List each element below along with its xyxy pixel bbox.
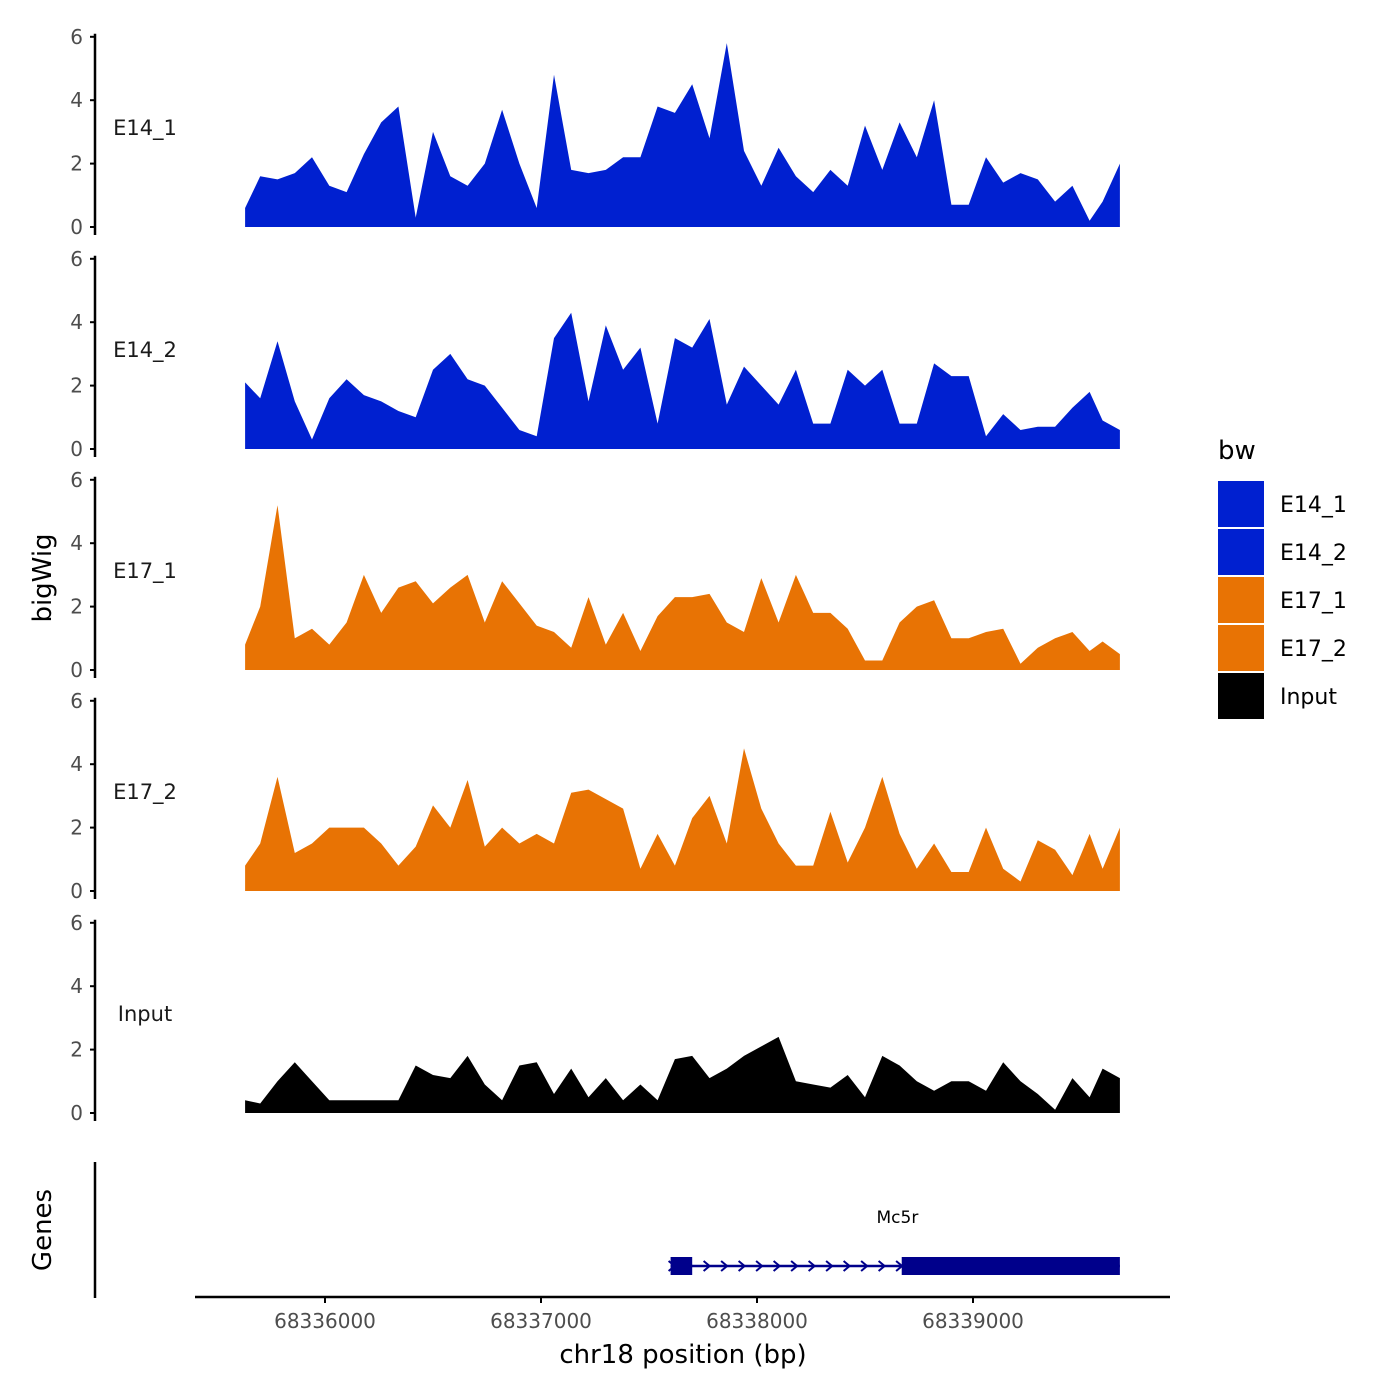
coverage-area-E14_1 [245, 43, 1120, 227]
strand-arrow [807, 1260, 817, 1272]
track-E14_2: 0 2 4 6 E14_2 [70, 247, 1120, 461]
track-E17_2: 0 2 4 6 E17_2 [70, 689, 1120, 903]
y-tick-label: 6 [70, 468, 83, 492]
gene-exon [901, 1257, 1120, 1275]
genes-axis-title: Genes [28, 1189, 58, 1271]
track-label-E14_1: E14_1 [113, 116, 177, 141]
y-axis-title: bigWig [28, 533, 58, 622]
strand-arrow [737, 1260, 747, 1272]
x-axis: 68336000 68337000 68338000 68339000 [195, 1295, 1170, 1333]
y-tick-label: 4 [70, 974, 83, 998]
legend-label-E17_2: E17_2 [1280, 637, 1347, 662]
x-tick-label: 68336000 [274, 1309, 376, 1333]
strand-arrow [755, 1260, 764, 1272]
track-label-E14_2: E14_2 [113, 338, 177, 363]
legend-title: bw [1218, 436, 1256, 466]
x-tick-label: 68339000 [922, 1309, 1024, 1333]
strand-arrow [702, 1260, 712, 1272]
y-tick-label: 4 [70, 531, 83, 555]
track-label-E17_1: E17_1 [113, 559, 177, 584]
y-tick-label: 0 [70, 437, 83, 461]
coverage-area-Input [245, 1036, 1120, 1113]
strand-arrow [790, 1260, 799, 1272]
y-tick-label: 6 [70, 689, 83, 713]
track-Input: 0 2 4 6 Input [70, 911, 1120, 1125]
track-label-E17_2: E17_2 [113, 780, 177, 805]
strand-arrow [877, 1260, 887, 1272]
legend-swatch-E17_1 [1218, 577, 1264, 623]
legend-label-Input: Input [1280, 685, 1337, 710]
coverage-area-E14_2 [245, 312, 1120, 449]
gene-Mc5r: Mc5r [667, 1208, 1120, 1275]
gene-exon [670, 1257, 693, 1275]
strand-arrow [825, 1260, 834, 1272]
y-tick-label: 0 [70, 658, 83, 682]
y-tick-label: 0 [70, 215, 83, 239]
legend-swatch-Input [1218, 673, 1264, 719]
legend-label-E14_2: E14_2 [1280, 541, 1347, 566]
y-tick-label: 6 [70, 911, 83, 935]
y-tick-label: 6 [70, 25, 83, 49]
genes-panel: Mc5r [93, 1162, 1120, 1298]
y-tick-label: 0 [70, 1101, 83, 1125]
gene-label: Mc5r [876, 1208, 918, 1228]
y-tick-label: 2 [70, 374, 83, 398]
legend-label-E14_1: E14_1 [1280, 493, 1347, 518]
x-tick-label: 68338000 [706, 1309, 808, 1333]
y-tick-label: 4 [70, 310, 83, 334]
x-axis-title: chr18 position (bp) [559, 1340, 806, 1370]
y-tick-label: 2 [70, 152, 83, 176]
legend-label-E17_1: E17_1 [1280, 589, 1347, 614]
x-tick-label: 68337000 [490, 1309, 592, 1333]
y-tick-label: 2 [70, 595, 83, 619]
coverage-tracks: 0 2 4 6 E14_1 0 2 4 6 E14_2 0 2 4 6 E17_1 0 2 4 6 E17_2 0 2 4 6… [70, 25, 1120, 1125]
y-tick-label: 4 [70, 88, 83, 112]
track-E14_1: 0 2 4 6 E14_1 [70, 25, 1120, 239]
track-label-Input: Input [118, 1002, 172, 1026]
coverage-area-E17_2 [245, 748, 1120, 891]
y-tick-label: 2 [70, 816, 83, 840]
y-tick-label: 4 [70, 752, 83, 776]
legend-swatch-E17_2 [1218, 625, 1264, 671]
y-tick-label: 6 [70, 247, 83, 271]
track-E17_1: 0 2 4 6 E17_1 [70, 468, 1120, 682]
strand-arrow [860, 1260, 869, 1272]
legend: bw E14_1 E14_2 E17_1 E17_2 Input [1218, 436, 1347, 719]
legend-swatch-E14_2 [1218, 529, 1264, 575]
legend-swatch-E14_1 [1218, 481, 1264, 527]
y-tick-label: 2 [70, 1038, 83, 1062]
strand-arrow [772, 1260, 782, 1272]
strand-arrow [842, 1260, 852, 1272]
strand-arrow [720, 1260, 729, 1272]
y-tick-label: 0 [70, 879, 83, 903]
coverage-area-E17_1 [245, 505, 1120, 670]
